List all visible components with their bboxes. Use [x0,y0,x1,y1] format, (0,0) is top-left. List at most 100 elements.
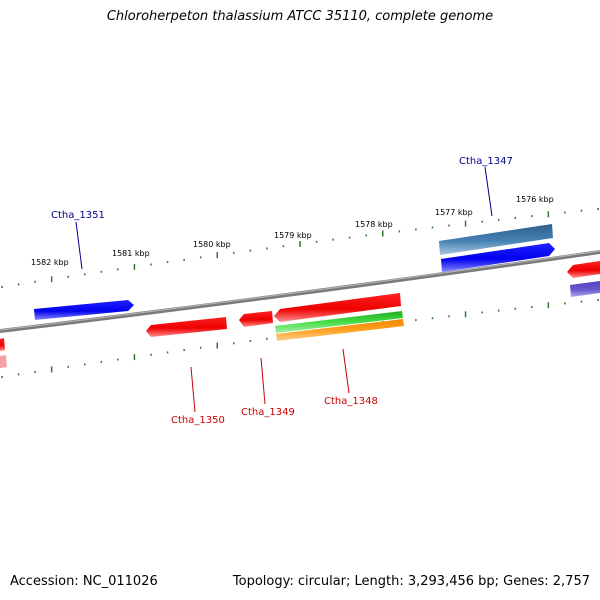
upper-minor-tick [580,209,583,212]
tick-label-1578: 1578 kbp [355,220,393,229]
upper-tick-track [1,208,599,288]
leader-ctha-1351 [75,221,83,270]
upper-minor-tick [348,236,351,239]
accession-text: Accession: NC_011026 [10,574,158,589]
genome-backbone-highlight [0,250,600,331]
upper-minor-tick [497,218,500,221]
upper-major-tick [299,241,301,247]
lower-minor-tick [481,311,483,314]
leader-ctha-1349 [260,357,266,405]
upper-minor-tick [481,220,483,223]
leader-ctha-1348 [342,348,350,394]
lower-minor-tick [514,307,516,310]
lower-minor-tick [266,337,268,340]
lower-minor-tick [564,302,566,305]
genome-title: Chloroherpeton thalassium ATCC 35110, co… [106,9,494,24]
upper-minor-tick [597,208,599,210]
upper-minor-tick [415,228,417,231]
upper-minor-tick [117,268,119,271]
gene-ctha-1350[interactable] [146,317,227,337]
upper-minor-tick [34,280,36,283]
upper-minor-tick [100,270,103,273]
tick-label-1576: 1576 kbp [516,195,554,204]
lower-minor-tick [580,300,583,303]
lower-minor-tick [531,306,533,308]
tick-label-1581: 1581 kbp [112,249,150,258]
lower-major-tick [216,342,218,349]
gene-ctha-1349[interactable] [239,311,273,327]
topology-text: Topology: circular; Length: 3,293,456 bp… [232,574,590,589]
upper-minor-tick [183,258,185,261]
lower-minor-tick [448,315,450,318]
lower-minor-tick [183,349,185,352]
label-ctha-1350[interactable]: Ctha_1350 [171,415,225,426]
upper-major-tick [382,230,384,237]
lower-minor-tick [84,363,86,366]
label-ctha-1347[interactable]: Ctha_1347 [459,156,513,167]
tick-label-1580: 1580 kbp [193,240,231,249]
lower-minor-tick [100,360,103,363]
upper-major-tick [216,252,218,259]
lower-minor-tick [415,319,417,322]
upper-minor-tick [166,261,169,264]
lower-major-tick [547,302,550,309]
tick-label-1582: 1582 kbp [31,258,69,267]
gene-left-edge-pink[interactable] [0,355,7,368]
upper-minor-tick [233,251,235,254]
label-ctha-1351[interactable]: Ctha_1351 [51,210,105,221]
rna-green[interactable] [275,311,403,333]
upper-minor-tick [531,215,533,218]
label-ctha-1348[interactable]: Ctha_1348 [324,396,378,407]
gene-left-edge-red[interactable] [0,338,5,351]
upper-minor-tick [84,273,86,276]
upper-minor-tick [199,256,202,259]
upper-major-tick [50,276,53,283]
genome-backbone [0,250,600,333]
tick-label-1579: 1579 kbp [274,231,312,240]
upper-minor-tick [398,230,401,233]
lower-major-tick [464,311,467,318]
gene-right-edge-purple[interactable] [570,281,600,297]
upper-minor-tick [67,275,69,278]
rna-orange[interactable] [276,319,404,341]
upper-minor-tick [564,211,566,214]
upper-minor-tick [514,216,516,219]
upper-minor-tick [249,249,252,252]
lower-minor-tick [1,376,3,378]
lower-minor-tick [67,365,69,368]
label-ctha-1349[interactable]: Ctha_1349 [241,407,295,418]
upper-minor-tick [1,286,3,288]
lower-minor-tick [166,351,169,354]
upper-minor-tick [315,240,318,243]
upper-major-tick [547,211,550,218]
upper-major-tick [464,220,467,227]
lower-minor-tick [249,340,252,342]
gene-ctha-1351[interactable] [34,300,134,320]
lower-major-tick [50,366,53,373]
lower-minor-tick [117,358,119,361]
lower-minor-tick [497,309,500,312]
lower-minor-tick [34,370,36,373]
leader-ctha-1347 [484,166,493,217]
upper-minor-tick [332,238,334,241]
lower-minor-tick [597,299,599,301]
gene-forward-blue-2[interactable] [441,243,555,272]
upper-minor-tick [17,283,20,286]
lower-minor-tick [199,346,202,349]
lower-minor-tick [17,373,20,376]
gene-ctha-1348[interactable] [274,293,401,322]
upper-minor-tick [365,234,367,237]
lower-minor-tick [431,317,434,320]
lower-major-tick [133,354,136,361]
upper-minor-tick [266,247,268,250]
upper-minor-tick [282,245,285,248]
lower-minor-tick [233,342,235,345]
gene-right-edge-red[interactable] [567,261,600,278]
upper-minor-tick [448,224,450,227]
tick-label-1577: 1577 kbp [435,208,473,217]
lower-minor-tick [150,353,152,356]
upper-minor-tick [431,226,434,229]
gene-ctha-1347[interactable] [439,224,553,255]
upper-major-tick [133,263,136,270]
